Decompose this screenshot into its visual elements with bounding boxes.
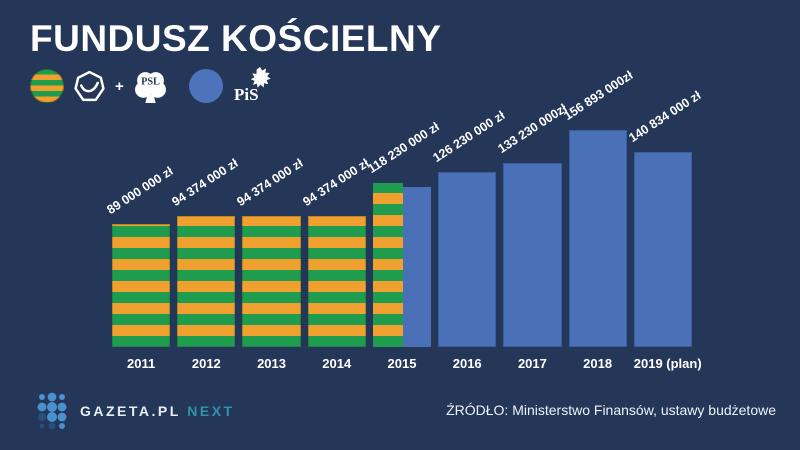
pis-logo-icon: PiS <box>234 67 271 104</box>
gazeta-dots-icon <box>37 392 67 430</box>
x-axis-label: 2012 <box>191 356 221 371</box>
bar-2011: 89 000 000 zł <box>104 164 176 347</box>
bar-value-label: 94 374 000 zł <box>234 155 306 209</box>
bar-group: 118 230 000 zł 2015 <box>365 120 442 371</box>
bar-2019 (plan): 140 834 000 zł <box>626 88 703 347</box>
po-logo-icon <box>74 70 105 101</box>
legend: + PSL PiS <box>30 66 274 106</box>
bar-group: 126 230 000 zł 2016 <box>430 108 507 371</box>
bar-group: 89 000 000 zł 2011 <box>104 120 176 371</box>
bar-group: 94 374 000 zł 2014 <box>300 120 371 371</box>
plus-sign: + <box>115 77 124 95</box>
psl-text: PSL <box>141 76 160 87</box>
x-axis-label: 2018 <box>583 356 613 371</box>
x-axis-label: 2017 <box>517 356 547 371</box>
bar-value-label: 94 374 000 zł <box>300 155 372 209</box>
x-axis-label: 2014 <box>322 356 352 371</box>
bar-2016: 126 230 000 zł <box>430 108 507 347</box>
x-axis-label: 2019 (plan) <box>633 356 702 371</box>
x-axis-label: 2011 <box>127 356 156 371</box>
page-title: FUNDUSZ KOŚCIELNY <box>30 18 442 59</box>
bar-2015: 118 230 000 zł <box>365 120 442 347</box>
bar-group: 140 834 000 zł 2019 (plan) <box>626 88 703 371</box>
bar-2017: 133 230 000zł <box>496 101 570 347</box>
bar-2018: 156 893 000zł <box>561 68 635 347</box>
bar-segment-pis <box>403 187 432 347</box>
bar-2013: 94 374 000 zł <box>235 156 306 347</box>
bar-group: 94 374 000 zł 2013 <box>235 120 306 371</box>
pis-text: PiS <box>234 85 259 104</box>
pis-eagle-icon <box>250 67 271 88</box>
bar-value-label: 118 230 000 zł <box>365 119 442 176</box>
gazeta-brand: GAZETA.PL NEXT <box>36 392 235 432</box>
x-axis-label: 2016 <box>452 356 482 371</box>
brand-next-text: NEXT <box>187 403 235 419</box>
source-note: ŹRÓDŁO: Ministerstwo Finansów, ustawy bu… <box>446 402 776 418</box>
pis-blue-icon <box>188 69 223 103</box>
bar-2012: 94 374 000 zł <box>170 156 241 347</box>
bar-2014: 94 374 000 zł <box>300 156 371 347</box>
bar-value-label: 133 230 000zł <box>495 101 570 156</box>
bar-value-label: 140 834 000 zł <box>626 88 704 145</box>
bar-group: 156 893 000zł 2018 <box>561 68 635 371</box>
bar-value-label: 94 374 000 zł <box>169 155 241 209</box>
bar-group: 133 230 000zł 2017 <box>496 101 570 371</box>
brand-text: GAZETA.PL <box>80 403 181 419</box>
x-axis-label: 2013 <box>257 356 286 371</box>
bar-value-label: 156 893 000zł <box>560 68 635 123</box>
psl-logo-icon: PSL <box>134 71 166 103</box>
coalition-stripes-icon <box>30 69 64 103</box>
bar-group: 94 374 000 zł 2012 <box>170 120 241 371</box>
bar-chart: 89 000 000 zł 2011 94 374 000 zł 2012 94 374… <box>104 68 703 371</box>
x-axis-label: 2015 <box>387 356 417 371</box>
bar-value-label: 126 230 000 zł <box>430 108 508 165</box>
bar-segment-coalition <box>372 183 404 347</box>
bar-value-label: 89 000 000 zł <box>104 163 176 217</box>
